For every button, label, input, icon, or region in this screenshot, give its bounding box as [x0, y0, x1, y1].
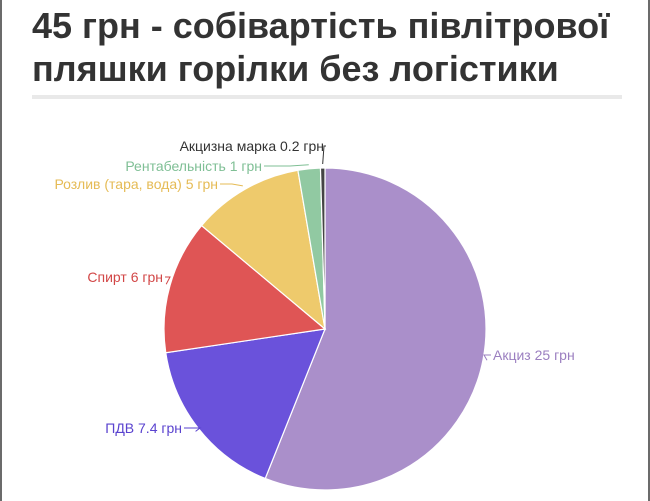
pie-slice-3 — [163, 224, 327, 354]
leader-line-2 — [184, 427, 202, 432]
slice-label-3: Спирт 6 грн — [87, 269, 163, 285]
slice-label-6: Акцизна марка 0.2 грн — [180, 138, 324, 154]
slice-label-1: Акциз 25 грн — [493, 347, 575, 363]
leader-line-3 — [165, 276, 171, 285]
leader-line-4 — [220, 183, 243, 187]
leader-line-1 — [483, 354, 491, 361]
page-title: 45 грн - собівартість півлітрової пляшки… — [32, 4, 632, 90]
leader-line-5 — [264, 164, 309, 167]
title-divider — [32, 95, 622, 99]
pie-slice-6 — [319, 167, 326, 330]
slice-label-4: Розлив (тара, вода) 5 грн — [54, 176, 218, 192]
slice-label-2: ПДВ 7.4 грн — [105, 420, 182, 436]
title-cost: 45 грн — [32, 5, 141, 46]
title-description: - собівартість півлітрової пляшки горілк… — [32, 5, 610, 89]
pie-slice-1 — [264, 167, 487, 491]
leader-line-6 — [322, 145, 326, 165]
frame-right-border — [648, 0, 650, 501]
pie-slice-4 — [200, 169, 326, 331]
slice-label-5: Рентабельність 1 грн — [125, 158, 262, 174]
frame-left-border — [0, 0, 2, 501]
